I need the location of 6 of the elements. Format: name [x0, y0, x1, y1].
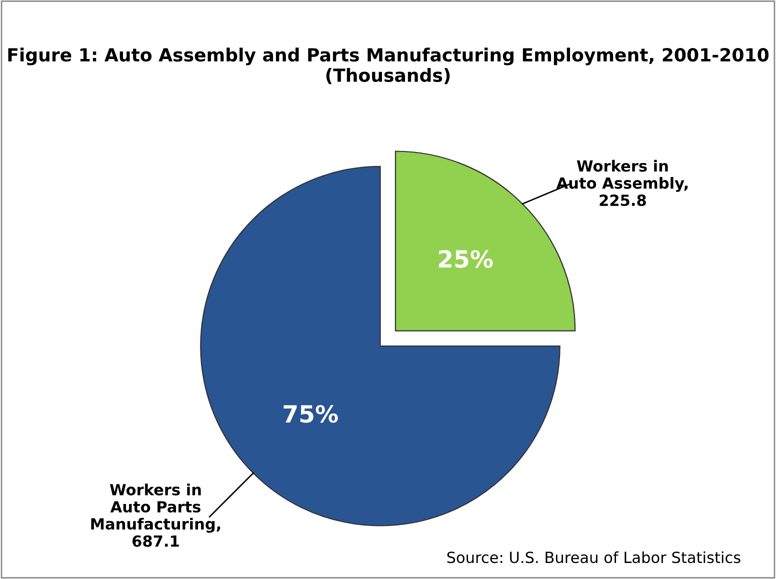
- slice-label: Workers in Auto Parts Manufacturing, 687.1: [91, 484, 220, 547]
- data-label: 25%: [438, 250, 493, 268]
- slice-label: Workers in Auto Assembly, 225.8: [556, 160, 688, 206]
- chart-title: Figure 1: Auto Assembly and Parts Manufacturing Employment, 2001-2010 (Thousands): [8, 48, 769, 84]
- source-note: Source: U.S. Bureau of Labor Statistics: [447, 551, 740, 564]
- data-label: 75%: [284, 404, 338, 423]
